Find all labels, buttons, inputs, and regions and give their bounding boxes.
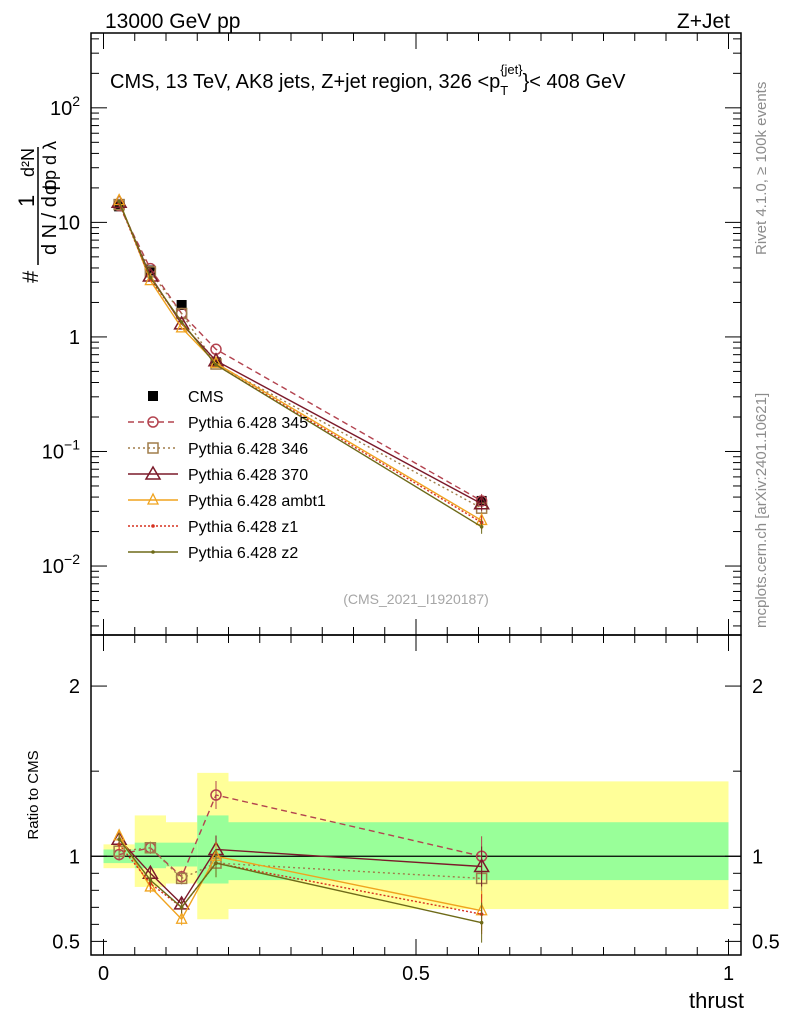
legend-label-cms: CMS bbox=[188, 389, 224, 406]
y-tick-label: 10−2 bbox=[42, 551, 80, 578]
y-tick-label-base: 10 bbox=[42, 441, 64, 463]
x-axis-label: thrust bbox=[689, 988, 744, 1013]
ratio-point-z2 bbox=[214, 861, 218, 865]
ratio-point-z2 bbox=[148, 878, 153, 882]
y-tick-label-exp: −2 bbox=[64, 551, 80, 567]
legend-marker-cms bbox=[148, 391, 158, 401]
data-point-z2 bbox=[214, 363, 218, 367]
y-tick-label-base: 10 bbox=[50, 98, 72, 120]
ratio-point-p370 bbox=[473, 858, 490, 873]
data-point-p346 bbox=[175, 307, 188, 320]
y-tick-label: 10 bbox=[58, 212, 80, 234]
data-point-ambt1 bbox=[175, 320, 188, 333]
data-point-z2 bbox=[117, 199, 121, 204]
ratio-point-p346 bbox=[175, 872, 188, 885]
x-tick-label: 0.5 bbox=[402, 963, 430, 985]
y-label-frac1-num: 1 bbox=[14, 195, 39, 207]
rivet-label: Rivet 4.1.0, ≥ 100k events bbox=[753, 82, 770, 255]
y-tick-label: 102 bbox=[50, 93, 80, 120]
y-label-hash: # bbox=[18, 270, 43, 283]
x-tick-label: 1 bbox=[723, 963, 734, 985]
main-plot-marks bbox=[110, 193, 490, 534]
legend-label-p346: Pythia 6.428 346 bbox=[188, 441, 308, 458]
uncertainty-band-inner bbox=[228, 822, 729, 881]
legend-marker-p345 bbox=[147, 416, 159, 428]
data-point-z2 bbox=[179, 320, 184, 324]
ratio-point-ambt1 bbox=[175, 911, 188, 924]
data-point-z2 bbox=[479, 525, 484, 529]
ratio-plot-marks bbox=[91, 772, 741, 943]
ratio-panel: 0.5 0.51 12 2 0 0.5 1 Ratio to CMS thrust bbox=[25, 33, 780, 1013]
legend-label-z2: Pythia 6.428 z2 bbox=[188, 545, 298, 562]
mcplots-label: mcplots.cern.ch [arXiv:2401.10621] bbox=[753, 393, 770, 628]
y-label-frac2-den: d p d λ bbox=[40, 141, 60, 195]
y-label-frac1-den: d N / d p bbox=[39, 179, 61, 255]
legend-marker-z2 bbox=[151, 550, 155, 554]
y-tick-label-exp: −1 bbox=[64, 436, 80, 452]
legend-label-p370: Pythia 6.428 370 bbox=[188, 467, 308, 484]
ratio-y-tick-label-right: 2 bbox=[752, 676, 763, 698]
y-label-frac2-num: d²N bbox=[18, 148, 38, 177]
legend: CMS Pythia 6.428 345 Pythia 6.428 346 Pythi… bbox=[128, 389, 326, 562]
data-point-p370 bbox=[473, 495, 490, 510]
x-axis: 0 0.5 1 bbox=[98, 33, 734, 985]
legend-marker-z1 bbox=[151, 524, 155, 528]
legend-label-ambt1: Pythia 6.428 ambt1 bbox=[188, 493, 326, 510]
ratio-point-z2 bbox=[479, 920, 484, 925]
uncertainty-band-inner bbox=[166, 842, 198, 867]
plot-title-sub: T bbox=[500, 83, 508, 98]
ratio-y-tick-label-right: 0.5 bbox=[752, 931, 780, 953]
data-point-cms bbox=[176, 299, 187, 310]
legend-marker-ambt1 bbox=[146, 492, 160, 505]
x-tick-label: 0 bbox=[98, 963, 109, 985]
ratio-y-label: Ratio to CMS bbox=[25, 750, 42, 839]
ratio-point-p346 bbox=[144, 842, 157, 854]
y-tick-label: 10−1 bbox=[42, 436, 80, 463]
header-left: 13000 GeV pp bbox=[105, 10, 240, 33]
series-line-p370 bbox=[118, 201, 482, 505]
legend-marker-p370 bbox=[144, 465, 162, 480]
series-line-z1 bbox=[118, 202, 482, 524]
ratio-point-p345 bbox=[210, 789, 222, 801]
legend-marker-p346 bbox=[147, 442, 159, 454]
ratio-y-axis: 0.5 0.5 1 1 2 2 bbox=[52, 676, 780, 953]
plot-title-suffix: }< 408 GeV bbox=[523, 71, 627, 93]
ratio-point-z2 bbox=[117, 837, 121, 842]
header-right: Z+Jet bbox=[677, 10, 730, 33]
analysis-watermark: (CMS_2021_I1920187) bbox=[343, 591, 489, 607]
legend-label-z1: Pythia 6.428 z1 bbox=[188, 519, 298, 536]
series-line-p346 bbox=[118, 204, 482, 509]
legend-label-p345: Pythia 6.428 345 bbox=[188, 415, 308, 432]
ratio-y-tick-label-left: 2 bbox=[69, 676, 80, 698]
ratio-y-tick-label-right: 1 bbox=[752, 846, 763, 868]
main-y-label: 1 d N / d p d²N d p d λ # bbox=[14, 141, 61, 283]
y-tick-label-base: 10 bbox=[42, 556, 64, 578]
ratio-y-tick-label-left: 0.5 bbox=[52, 931, 80, 953]
ratio-y-tick-label-left: 1 bbox=[69, 846, 80, 868]
data-point-z2 bbox=[148, 275, 153, 280]
y-tick-label: 1 bbox=[69, 327, 80, 349]
y-tick-label-exp: 2 bbox=[72, 93, 80, 109]
ratio-point-z2 bbox=[179, 905, 184, 910]
plot-title: CMS, 13 TeV, AK8 jets, Z+jet region, 326… bbox=[110, 62, 626, 98]
plot-title-sup: {jet} bbox=[500, 62, 523, 77]
plot-title-prefix: CMS, 13 TeV, AK8 jets, Z+jet region, 326… bbox=[110, 71, 500, 93]
data-point-ambt1 bbox=[144, 273, 157, 286]
